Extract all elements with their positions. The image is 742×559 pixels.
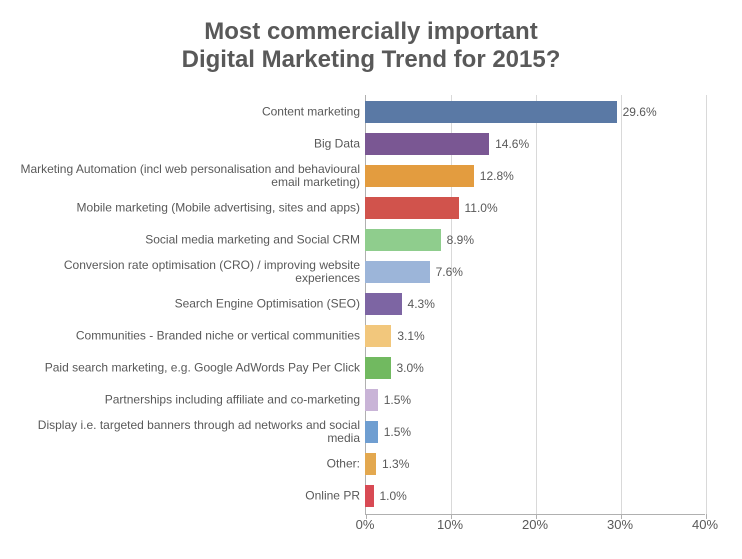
category-label: Search Engine Optimisation (SEO) [10,297,360,310]
bar: 1.5% [365,421,378,443]
chart-row: Big Data 14.6% [0,133,742,155]
category-label: Other: [10,457,360,470]
category-label: Mobile marketing (Mobile advertising, si… [10,201,360,214]
bar: 1.5% [365,389,378,411]
value-label: 1.3% [376,457,409,471]
category-label: Big Data [10,137,360,150]
value-label: 3.1% [391,329,424,343]
value-label: 12.8% [474,169,514,183]
title-line-2: Digital Marketing Trend for 2015? [0,46,742,74]
chart-row: Paid search marketing, e.g. Google AdWor… [0,357,742,379]
chart-row: Mobile marketing (Mobile advertising, si… [0,197,742,219]
chart-row: Communities - Branded niche or vertical … [0,325,742,347]
bar: 3.1% [365,325,391,347]
chart-row: Display i.e. targeted banners through ad… [0,421,742,443]
bar: 12.8% [365,165,474,187]
bar: 1.0% [365,485,374,507]
x-axis-label: 40% [675,517,735,532]
value-label: 7.6% [430,265,463,279]
bar: 1.3% [365,453,376,475]
bar: 7.6% [365,261,430,283]
value-label: 1.5% [378,425,411,439]
bar: 4.3% [365,293,402,315]
category-label: Marketing Automation (incl web personali… [10,163,360,189]
category-label: Communities - Branded niche or vertical … [10,329,360,342]
bar: 29.6% [365,101,617,123]
category-label: Partnerships including affiliate and co-… [10,393,360,406]
x-axis-label: 0% [335,517,395,532]
value-label: 1.0% [374,489,407,503]
bar: 8.9% [365,229,441,251]
chart-row: Online PR 1.0% [0,485,742,507]
bar: 11.0% [365,197,459,219]
chart-row: Other: 1.3% [0,453,742,475]
category-label: Paid search marketing, e.g. Google AdWor… [10,361,360,374]
bar: 14.6% [365,133,489,155]
chart-row: Social media marketing and Social CRM 8.9… [0,229,742,251]
chart-area: 0% 10% 20% 30% 40% Content marketing 29.6% Big … [0,95,742,535]
category-label: Online PR [10,489,360,502]
chart-row: Conversion rate optimisation (CRO) / imp… [0,261,742,283]
title-line-1: Most commercially important [0,18,742,46]
value-label: 11.0% [459,201,498,215]
chart-row: Search Engine Optimisation (SEO) 4.3% [0,293,742,315]
category-label: Conversion rate optimisation (CRO) / imp… [10,259,360,285]
value-label: 4.3% [402,297,435,311]
value-label: 8.9% [441,233,474,247]
value-label: 14.6% [489,137,529,151]
category-label: Content marketing [10,105,360,118]
x-axis-label: 30% [590,517,650,532]
value-label: 3.0% [391,361,424,375]
chart-row: Marketing Automation (incl web personali… [0,165,742,187]
category-label: Social media marketing and Social CRM [10,233,360,246]
chart-title: Most commercially important Digital Mark… [0,0,742,73]
chart-row: Partnerships including affiliate and co-… [0,389,742,411]
value-label: 1.5% [378,393,411,407]
bar: 3.0% [365,357,391,379]
x-axis-label: 10% [420,517,480,532]
category-label: Display i.e. targeted banners through ad… [10,419,360,445]
chart-row: Content marketing 29.6% [0,101,742,123]
x-axis-label: 20% [505,517,565,532]
value-label: 29.6% [617,105,657,119]
